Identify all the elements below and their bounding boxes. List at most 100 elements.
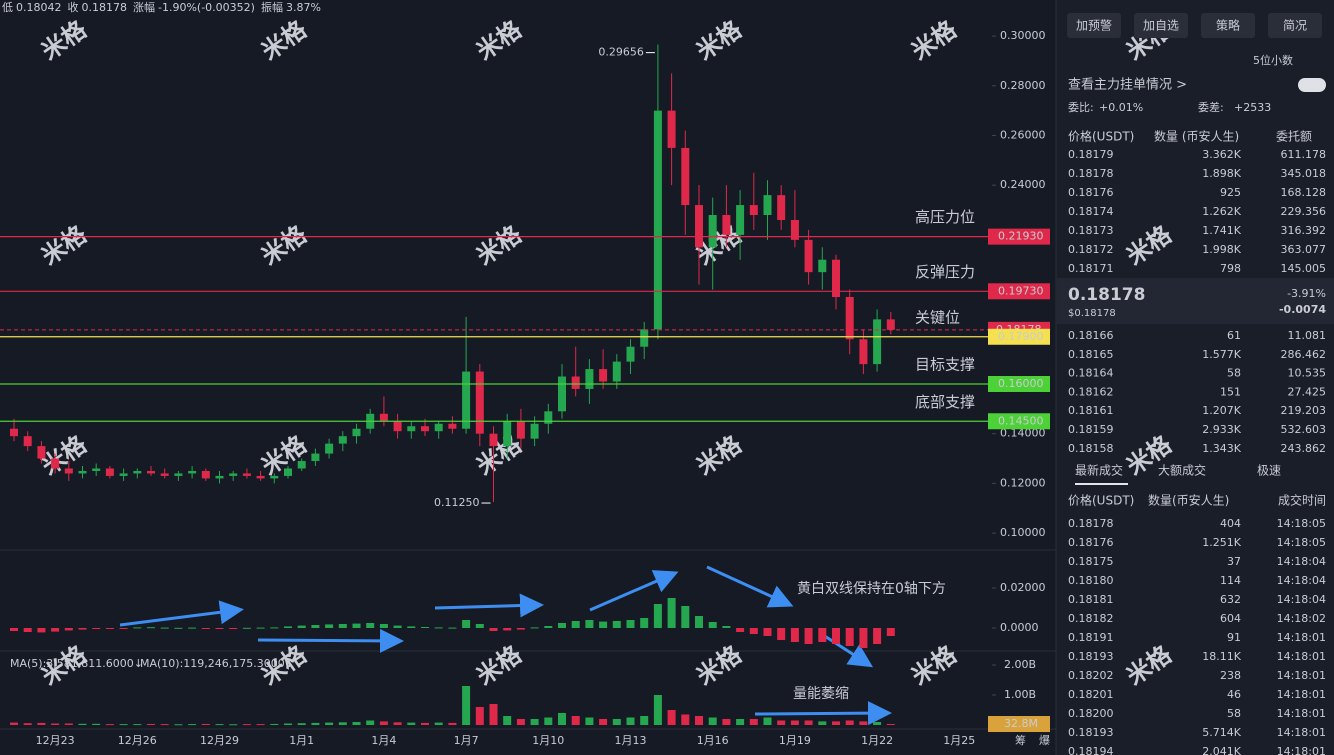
volume-bar <box>215 724 224 726</box>
y-tick-label: 0.30000 <box>1000 29 1046 42</box>
candle-body <box>201 470 210 479</box>
macd-bar <box>366 623 375 628</box>
volume-bar <box>325 722 334 725</box>
book-header: 数量 (币安人生) <box>1154 129 1239 144</box>
volume-bar <box>558 712 566 725</box>
macd-bar <box>133 627 142 629</box>
candle-body <box>270 475 279 479</box>
bid-cell: 0.18165 <box>1068 348 1114 361</box>
volume-bar <box>37 722 46 725</box>
volume-bar <box>571 715 580 725</box>
candle-body <box>873 319 882 365</box>
level-tag <box>988 375 1050 392</box>
macd-bar <box>10 628 18 631</box>
trade-cell: 0.18182 <box>1068 612 1114 625</box>
volume-bar <box>379 721 388 725</box>
toolbar-icon: 筹 <box>1015 733 1026 747</box>
volume-bar <box>448 722 457 725</box>
macd-bar <box>736 628 745 632</box>
macd-bar <box>215 628 224 629</box>
arrow <box>819 631 874 668</box>
button[interactable] <box>1201 13 1255 38</box>
candle-body <box>681 147 690 206</box>
macd-bar <box>147 627 155 629</box>
bid-cell: 0.18166 <box>1068 329 1114 342</box>
volume-bar <box>640 715 649 725</box>
trade-cell: 58 <box>1227 707 1241 720</box>
trade-cell: 0.18200 <box>1068 707 1114 720</box>
candle-body <box>667 110 676 148</box>
button[interactable] <box>1268 13 1322 38</box>
volume-bar <box>681 714 690 725</box>
volume-bar <box>147 723 155 725</box>
mid-price: 0.18178 <box>1068 285 1145 305</box>
y-tick-label: 0.28000 <box>1000 79 1046 92</box>
candle-body <box>859 339 868 365</box>
y-tick-label: 0.24000 <box>1000 178 1046 191</box>
arrow <box>257 628 404 653</box>
trade-cell: 0.18193 <box>1068 726 1114 739</box>
macd-bar <box>407 626 416 628</box>
candle-body <box>133 470 142 474</box>
trade-cell: 14:18:02 <box>1277 612 1326 625</box>
x-tick-label: 1月13 <box>615 734 647 747</box>
candle-body <box>92 468 101 471</box>
candle-body <box>78 470 87 474</box>
macd-bar <box>818 628 827 642</box>
volume-bar <box>10 722 18 725</box>
volume-bar <box>92 723 101 725</box>
ask-cell: 0.18176 <box>1068 186 1114 199</box>
x-tick-label: 1月4 <box>371 734 396 747</box>
x-tick-label: 1月7 <box>454 734 479 747</box>
macd-bar <box>78 628 87 630</box>
volume-note: 量能萎缩 <box>793 686 849 702</box>
volume-bar <box>599 718 608 725</box>
header-label: 振幅 <box>261 0 283 14</box>
macd-bar <box>845 628 854 646</box>
macd-bar <box>105 628 114 629</box>
candle-body <box>119 473 128 476</box>
candle-body <box>599 369 608 382</box>
button[interactable] <box>1067 13 1121 38</box>
trade-cell: 404 <box>1220 517 1241 530</box>
trade-cell: 14:18:01 <box>1277 745 1326 755</box>
level-name: 反弹压力 <box>915 263 975 281</box>
macd-bar <box>37 628 46 633</box>
arrow <box>754 701 892 726</box>
y-tick-label: 0.12000 <box>1000 476 1046 489</box>
candle-body <box>64 468 73 474</box>
x-tick-label: 1月19 <box>779 734 811 747</box>
level-tag-label: 0.19730 <box>998 284 1044 297</box>
y-tick-label: 2.00B <box>1004 658 1036 671</box>
ask-cell: 229.356 <box>1281 205 1327 218</box>
volume-bar <box>736 718 745 725</box>
candle-body <box>544 411 553 424</box>
volume-bar <box>462 685 471 725</box>
bid-cell: 151 <box>1220 385 1241 398</box>
candle-body <box>571 376 580 389</box>
mid-pct: -3.91% <box>1287 287 1326 300</box>
macd-bar <box>653 604 662 628</box>
macd-bar <box>160 627 169 629</box>
candle-body <box>777 195 786 220</box>
ask-cell: 0.18178 <box>1068 167 1114 180</box>
candle-body <box>516 421 525 439</box>
bid-cell: 0.18161 <box>1068 404 1114 417</box>
candle-body <box>160 473 169 476</box>
volume-bar <box>133 724 142 726</box>
ask-cell: 1.262K <box>1202 205 1241 218</box>
button[interactable] <box>1134 13 1188 38</box>
macd-bar <box>640 618 649 628</box>
trade-cell: 0.18180 <box>1068 574 1114 587</box>
macd-bar <box>92 628 101 629</box>
level-tag-label: 0.21930 <box>998 230 1044 243</box>
macd-bar <box>571 621 580 628</box>
macd-bar <box>503 628 512 631</box>
trade-cell: 0.18194 <box>1068 745 1114 755</box>
macd-bar <box>23 628 32 632</box>
bid-cell: 27.425 <box>1288 385 1327 398</box>
macd-bar <box>379 624 388 628</box>
macd-bar <box>777 628 786 640</box>
diff-label: 委差: <box>1198 100 1224 114</box>
volume-bar <box>832 721 840 725</box>
